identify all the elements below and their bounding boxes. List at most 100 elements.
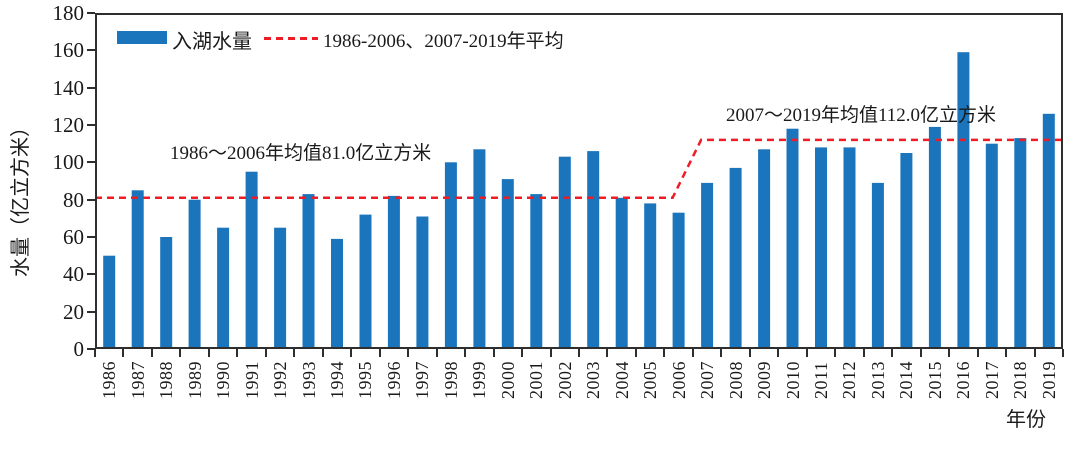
bar-1998	[444, 162, 457, 349]
x-tick-mark	[578, 349, 580, 357]
x-tick-label-2009: 2009	[754, 361, 775, 399]
x-tick-mark	[805, 349, 808, 357]
x-tick-mark	[150, 349, 153, 357]
bar-2003	[587, 151, 600, 349]
bar-1989	[188, 199, 201, 349]
x-tick-label-2019: 2019	[1038, 361, 1059, 399]
x-tick-label-1996: 1996	[383, 361, 404, 399]
bar-1997	[416, 216, 429, 349]
x-tick-label-1993: 1993	[298, 361, 319, 399]
bar-1993	[302, 194, 315, 349]
bar-2006	[672, 212, 685, 349]
avg-line-swatch	[264, 37, 318, 40]
x-tick-mark	[94, 349, 96, 357]
x-tick-label-1992: 1992	[270, 361, 291, 399]
x-tick-mark	[862, 349, 865, 357]
bar-1992	[274, 227, 287, 349]
x-tick-mark	[948, 349, 951, 357]
bar-1990	[217, 227, 230, 349]
x-tick-label-2001: 2001	[526, 361, 547, 399]
x-tick-mark	[919, 349, 922, 357]
x-axis-title: 年份	[1006, 409, 1046, 431]
x-tick-mark	[1033, 349, 1036, 357]
x-tick-mark	[549, 349, 552, 357]
bar-2019	[1042, 113, 1055, 349]
annotation-avg-2007-2019: 2007～2019年均值112.0亿立方米	[726, 105, 997, 126]
x-tick-label-2007: 2007	[697, 361, 718, 399]
y-tick-label-20: 20	[63, 299, 84, 324]
x-tick-mark	[350, 349, 353, 357]
bar-1991	[245, 171, 258, 349]
bar-2017	[985, 143, 998, 349]
x-tick-mark	[492, 349, 495, 357]
x-tick-label-1999: 1999	[469, 361, 490, 399]
bar-2005	[644, 203, 657, 349]
bar-1995	[359, 214, 372, 349]
y-tick-label-180: 180	[52, 1, 85, 25]
bar-2011	[815, 147, 827, 349]
y-axis-title: 水量（亿立方米）	[10, 117, 32, 277]
annotation-avg-1986-2006: 1986～2006年均值81.0亿立方米	[170, 143, 432, 164]
x-tick-mark	[378, 349, 381, 357]
x-tick-label-1994: 1994	[327, 361, 347, 399]
bar-2015	[928, 126, 941, 349]
bar-2012	[843, 147, 856, 349]
bar-2010	[786, 128, 799, 349]
bar-2001	[530, 194, 543, 349]
bar-1987	[131, 190, 144, 349]
y-tick-mark	[87, 198, 95, 201]
x-tick-mark	[521, 349, 524, 357]
y-tick-mark	[87, 348, 95, 350]
x-tick-mark	[663, 349, 666, 357]
x-tick-label-2006: 2006	[668, 361, 689, 399]
x-tick-mark	[464, 349, 467, 357]
average-step-line	[95, 138, 1063, 200]
bar-2004	[615, 197, 628, 349]
plot-area	[95, 52, 1063, 349]
bar-2002	[558, 156, 571, 349]
y-tick-label-80: 80	[63, 187, 84, 212]
x-tick-mark	[236, 349, 239, 357]
x-tick-label-1998: 1998	[440, 361, 461, 399]
y-tick-label-100: 100	[52, 150, 85, 175]
y-tick-label-60: 60	[63, 225, 84, 249]
x-tick-mark	[891, 349, 894, 357]
x-tick-mark	[207, 349, 210, 357]
bar-1999	[473, 149, 486, 349]
x-tick-label-2011: 2011	[811, 361, 831, 399]
y-tick-mark	[87, 12, 95, 14]
x-tick-label-2012: 2012	[839, 361, 860, 399]
x-tick-mark	[264, 349, 267, 357]
bar-2013	[871, 182, 884, 349]
y-tick-label-0: 0	[73, 337, 85, 361]
x-tick-label-2000: 2000	[497, 361, 518, 399]
y-tick-mark	[87, 310, 95, 313]
x-tick-label-2003: 2003	[583, 361, 604, 399]
x-tick-label-2010: 2010	[782, 361, 803, 399]
y-tick-label-140: 140	[52, 75, 85, 100]
bar-2016	[957, 52, 970, 349]
x-tick-mark	[1005, 349, 1008, 357]
y-tick-label-40: 40	[63, 262, 84, 287]
y-tick-label-160: 160	[52, 38, 85, 63]
y-tick-mark	[87, 124, 95, 126]
x-tick-label-2005: 2005	[640, 361, 661, 399]
x-tick-label-1988: 1988	[156, 361, 177, 399]
x-tick-mark	[321, 349, 324, 357]
x-tick-mark	[634, 349, 637, 357]
bar-2014	[900, 153, 913, 349]
bar-1988	[160, 237, 173, 349]
y-tick-mark	[87, 236, 95, 238]
x-tick-label-2017: 2017	[981, 361, 1002, 399]
x-tick-label-1989: 1989	[184, 361, 205, 399]
x-tick-label-2013: 2013	[867, 361, 888, 399]
x-tick-mark	[179, 349, 182, 357]
x-tick-mark	[293, 349, 296, 357]
avg-line-label: 1986-2006、2007-2019年平均	[323, 31, 564, 52]
bar-2018	[1014, 138, 1027, 349]
x-tick-label-2002: 2002	[554, 361, 575, 399]
x-tick-label-1995: 1995	[355, 361, 376, 399]
plot-frame	[95, 13, 1063, 349]
x-tick-label-2004: 2004	[611, 361, 632, 399]
